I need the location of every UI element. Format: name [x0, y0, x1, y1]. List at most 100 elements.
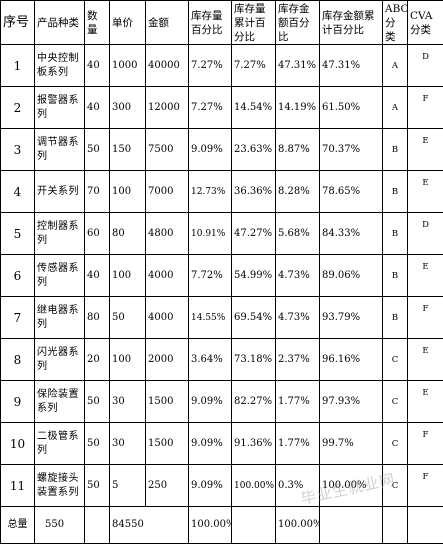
cell-abc: C [383, 381, 408, 423]
cell-price: 100 [110, 171, 146, 213]
cell-name: 闪光器系列 [35, 339, 85, 381]
header-abc: ABC分类 [383, 1, 408, 45]
header-amt-pct: 库存金额百分比 [276, 1, 320, 45]
cell-cva: E [408, 129, 443, 171]
cell-name: 中央控制板系列 [35, 45, 85, 87]
header-name: 产品种类 [35, 1, 85, 45]
table-row: 1 中央控制板系列 40 1000 40000 7.27% 7.27% 47.3… [1, 45, 443, 87]
cell-qty: 50 [85, 381, 110, 423]
cell-amt-cum: 99.7% [320, 423, 383, 465]
cell-price: 100 [110, 255, 146, 297]
cell-amount: 4000 [146, 297, 189, 339]
cell-cva: F [408, 297, 443, 339]
cell-inv-cum: 7.27% [232, 45, 276, 87]
cell-qty: 50 [85, 129, 110, 171]
cell-amt-pct: 2.37% [276, 339, 320, 381]
cell-amt-pct: 8.28% [276, 171, 320, 213]
cell-amount: 12000 [146, 87, 189, 129]
cell-name: 继电器系列 [35, 297, 85, 339]
cell-amt-pct: 1.77% [276, 423, 320, 465]
cell-amt-cum: 78.65% [320, 171, 383, 213]
table-row: 9 保险装置系列 50 30 1500 9.09% 82.27% 1.77% 9… [1, 381, 443, 423]
cell-qty: 40 [85, 87, 110, 129]
table-row: 8 闪光器系列 20 100 2000 3.64% 73.18% 2.37% 9… [1, 339, 443, 381]
cell-qty: 50 [85, 423, 110, 465]
header-inv-cum: 库存量累计百分比 [232, 1, 276, 45]
cell-price: 30 [110, 423, 146, 465]
cell-no: 6 [1, 255, 35, 297]
cell-name: 螺旋接头装置系列 [35, 465, 85, 507]
cell-amount: 1500 [146, 423, 189, 465]
cell-amount: 4800 [146, 213, 189, 255]
cell-inv-pct: 7.27% [189, 45, 232, 87]
cell-abc: B [383, 213, 408, 255]
cell-abc: C [383, 423, 408, 465]
cell-no: 11 [1, 465, 35, 507]
cell-qty: 70 [85, 171, 110, 213]
cell-inv-cum: 23.63% [232, 129, 276, 171]
header-row: 序号 产品种类 数量 单价 金额 库存量百分比 库存量累计百分比 库存金额百分比… [1, 1, 443, 45]
cell-name: 调节器系列 [35, 129, 85, 171]
cell-no: 2 [1, 87, 35, 129]
cell-cva: E [408, 339, 443, 381]
cell-amt-pct: 4.73% [276, 255, 320, 297]
total-row: 总量 550 84550 100.00% 100.00% [1, 507, 443, 544]
cell-abc: B [383, 171, 408, 213]
table-row: 6 传感器系列 40 100 4000 7.72% 54.99% 4.73% 8… [1, 255, 443, 297]
cell-cva: D [408, 213, 443, 255]
cell-inv-pct: 7.27% [189, 87, 232, 129]
cell-no: 7 [1, 297, 35, 339]
total-empty [383, 507, 408, 544]
header-amt-cum: 库存金额累计百分比 [320, 1, 383, 45]
cell-inv-pct: 9.09% [189, 129, 232, 171]
total-label: 总量 [1, 507, 35, 544]
cell-amt-cum: 96.16% [320, 339, 383, 381]
cell-amt-pct: 1.77% [276, 381, 320, 423]
cell-inv-cum: 14.54% [232, 87, 276, 129]
cell-abc: A [383, 87, 408, 129]
header-qty: 数量 [85, 1, 110, 45]
cell-price: 300 [110, 87, 146, 129]
cell-abc: B [383, 297, 408, 339]
cell-qty: 50 [85, 465, 110, 507]
cell-price: 100 [110, 339, 146, 381]
cell-inv-cum: 82.27% [232, 381, 276, 423]
cell-inv-pct: 7.72% [189, 255, 232, 297]
cell-cva: E [408, 381, 443, 423]
cell-cva: D [408, 45, 443, 87]
header-amount: 金额 [146, 1, 189, 45]
cell-amt-cum: 89.06% [320, 255, 383, 297]
cell-inv-pct: 9.09% [189, 381, 232, 423]
cell-price: 50 [110, 297, 146, 339]
table-row: 5 控制器系列 60 80 4800 10.91% 47.27% 5.68% 8… [1, 213, 443, 255]
header-inv-pct: 库存量百分比 [189, 1, 232, 45]
cell-no: 9 [1, 381, 35, 423]
cell-qty: 40 [85, 255, 110, 297]
table-row: 3 调节器系列 50 150 7500 9.09% 23.63% 8.87% 7… [1, 129, 443, 171]
cell-no: 8 [1, 339, 35, 381]
cell-price: 1000 [110, 45, 146, 87]
cell-qty: 20 [85, 339, 110, 381]
cell-amt-pct: 14.19% [276, 87, 320, 129]
cell-inv-cum: 69.54% [232, 297, 276, 339]
total-empty [320, 507, 383, 544]
cell-cva: E [408, 171, 443, 213]
header-no: 序号 [1, 1, 35, 45]
cell-price: 150 [110, 129, 146, 171]
cell-name: 二极管系列 [35, 423, 85, 465]
cell-inv-pct: 10.91% [189, 213, 232, 255]
cell-cva: F [408, 87, 443, 129]
total-qty: 550 [35, 507, 85, 544]
header-cva: CVA分类 [408, 1, 443, 45]
cell-name: 开关系列 [35, 171, 85, 213]
cell-inv-pct: 9.09% [189, 423, 232, 465]
cell-amount: 4000 [146, 255, 189, 297]
cell-amt-pct: 5.68% [276, 213, 320, 255]
cell-qty: 60 [85, 213, 110, 255]
table-row: 2 报警器系列 40 300 12000 7.27% 14.54% 14.19%… [1, 87, 443, 129]
cell-name: 保险装置系列 [35, 381, 85, 423]
cell-amount: 7500 [146, 129, 189, 171]
cell-name: 报警器系列 [35, 87, 85, 129]
cell-no: 3 [1, 129, 35, 171]
